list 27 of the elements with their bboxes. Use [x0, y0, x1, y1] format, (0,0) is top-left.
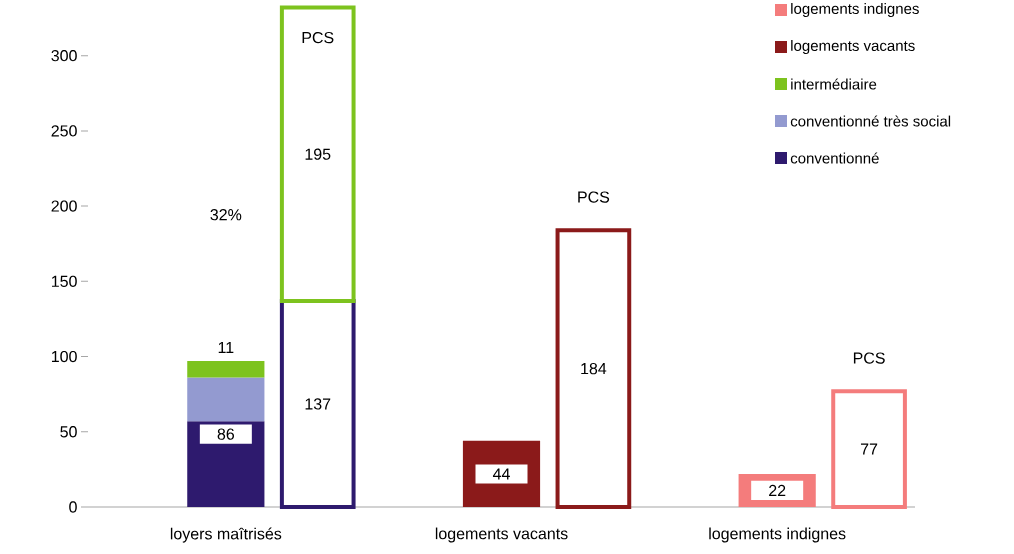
legend-label: logements vacants: [791, 40, 915, 54]
annotation: PCS: [853, 352, 885, 364]
y-tick-label: 150: [52, 275, 77, 287]
data-label: 77: [860, 443, 878, 455]
data-label: 184: [581, 362, 607, 375]
x-tick-label: logements vacants: [435, 527, 568, 543]
y-tick-label: 200: [51, 200, 77, 212]
data-label: 137: [305, 398, 331, 410]
annotation: PCS: [578, 191, 610, 203]
annotation: 86: [217, 428, 235, 440]
annotation: PCS: [302, 31, 334, 44]
data-label: 11: [218, 342, 234, 354]
x-tick-label: logements indignes: [709, 527, 846, 543]
y-tick-label: 300: [51, 49, 77, 62]
annotation: 32%: [210, 209, 242, 221]
data-label: 22: [769, 484, 786, 497]
y-tick-label: 100: [52, 350, 77, 363]
data-label: 44: [492, 468, 510, 480]
y-tick-label: 0: [69, 501, 77, 513]
legend-label: intermédiaire: [791, 78, 877, 90]
legend-label: conventionné très social: [790, 115, 951, 127]
y-tick-label: 50: [60, 426, 77, 438]
y-tick-label: 250: [51, 125, 77, 137]
x-tick-label: loyers maîtrisés: [170, 527, 282, 543]
data-label: 195: [305, 148, 331, 160]
legend-label: conventionné: [790, 152, 879, 164]
legend-label: logements indignes: [791, 3, 919, 17]
